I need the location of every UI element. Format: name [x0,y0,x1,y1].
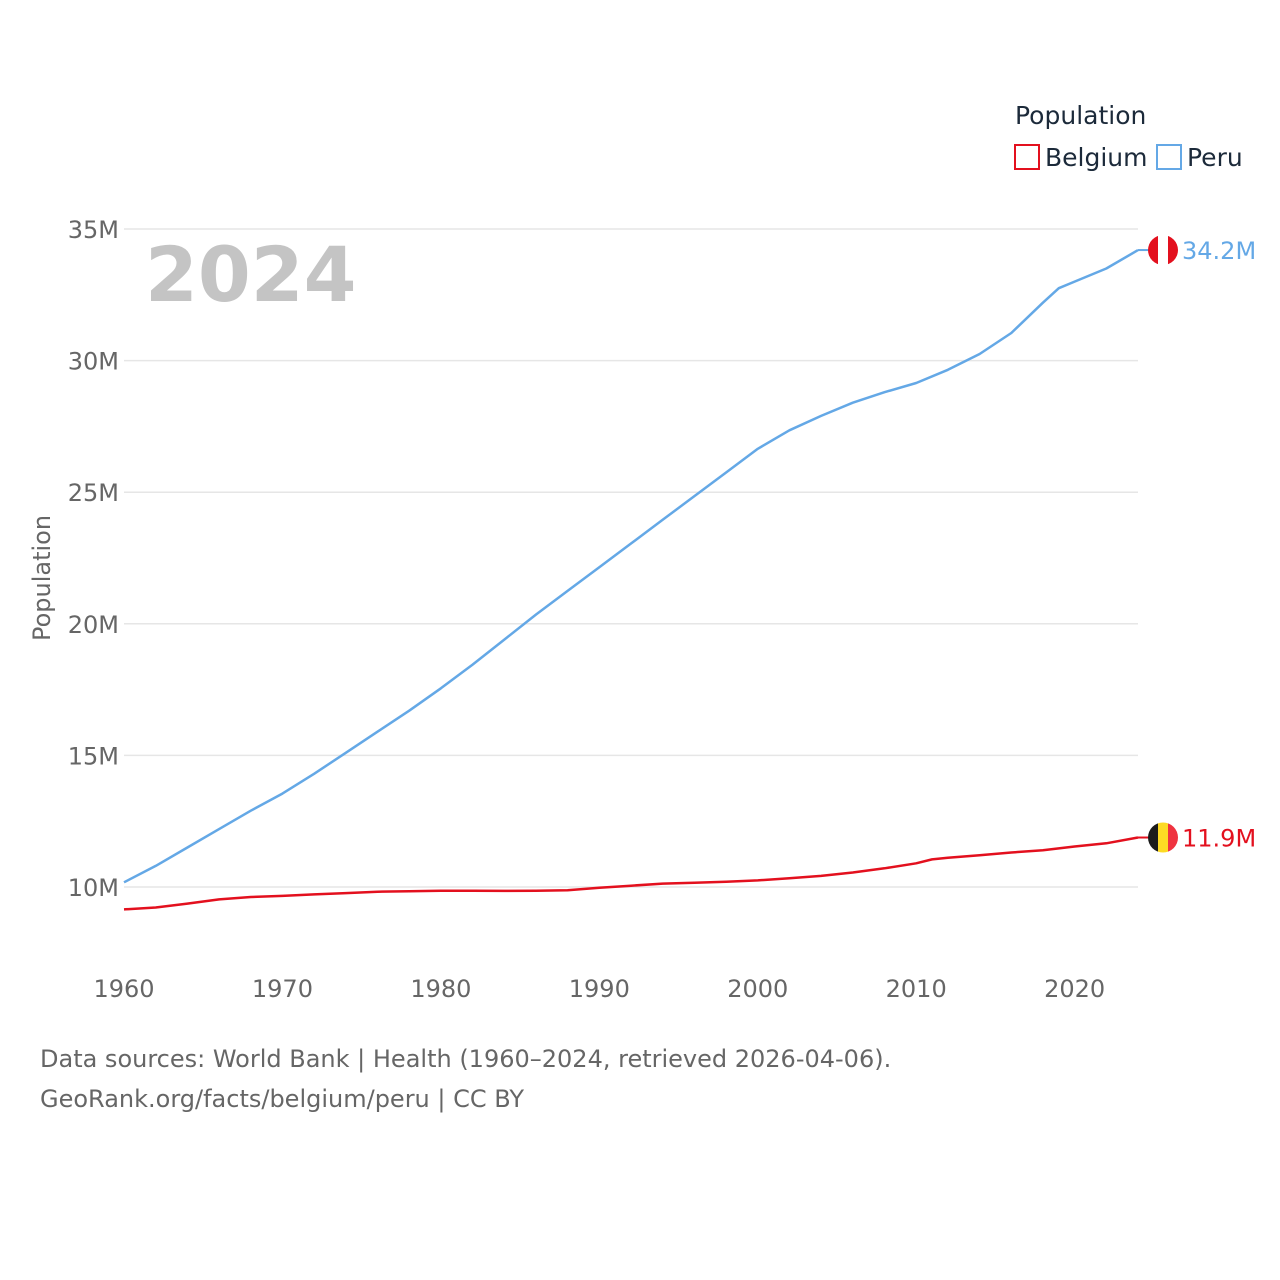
series-lines [123,249,1139,911]
year-label: 2024 [145,230,357,319]
y-tick-label: 30M [68,348,119,376]
legend-label-peru: Peru [1187,143,1243,172]
legend-swatch-peru [1156,144,1182,170]
y-axis-ticks: 10M 15M 20M 25M 30M 35M [68,216,119,902]
data-sources-text: Data sources: World Bank | Health (1960–… [40,1045,892,1073]
x-axis-ticks: 1960 1970 1980 1990 2000 2010 2020 [93,975,1105,1003]
y-tick-label: 15M [68,742,119,770]
legend-swatch-belgium [1014,144,1040,170]
y-tick-label: 35M [68,216,119,244]
line-chart: 10M 15M 20M 25M 30M 35M 1960 1970 1980 1990 2000 2… [28,101,1256,1003]
legend-item-peru[interactable]: Peru [1156,143,1243,172]
gridlines [124,228,1138,888]
legend-label-belgium: Belgium [1045,143,1148,172]
end-value-label-belgium: 11.9M [1182,825,1256,853]
y-axis-title: Population [28,515,56,641]
x-tick-label: 1960 [93,975,154,1003]
x-tick-label: 2010 [886,975,947,1003]
legend-title: Population [1015,101,1146,130]
x-tick-label: 2000 [727,975,788,1003]
legend-item-belgium[interactable]: Belgium [1014,143,1148,172]
x-tick-label: 1970 [252,975,313,1003]
x-tick-label: 1980 [410,975,471,1003]
series-line-peru[interactable] [123,249,1139,884]
x-tick-label: 2020 [1044,975,1105,1003]
x-tick-label: 1990 [569,975,630,1003]
belgium-flag-icon [1148,822,1178,853]
y-tick-label: 10M [68,874,119,902]
peru-flag-icon [1148,235,1178,266]
y-tick-label: 25M [68,479,119,507]
end-markers: 11.9M 34.2M [1138,235,1256,853]
series-line-belgium[interactable] [123,836,1139,911]
attribution-link[interactable]: GeoRank.org/facts/belgium/peru | CC BY [40,1085,525,1113]
end-value-label-peru: 34.2M [1182,237,1256,265]
y-tick-label: 20M [68,611,119,639]
